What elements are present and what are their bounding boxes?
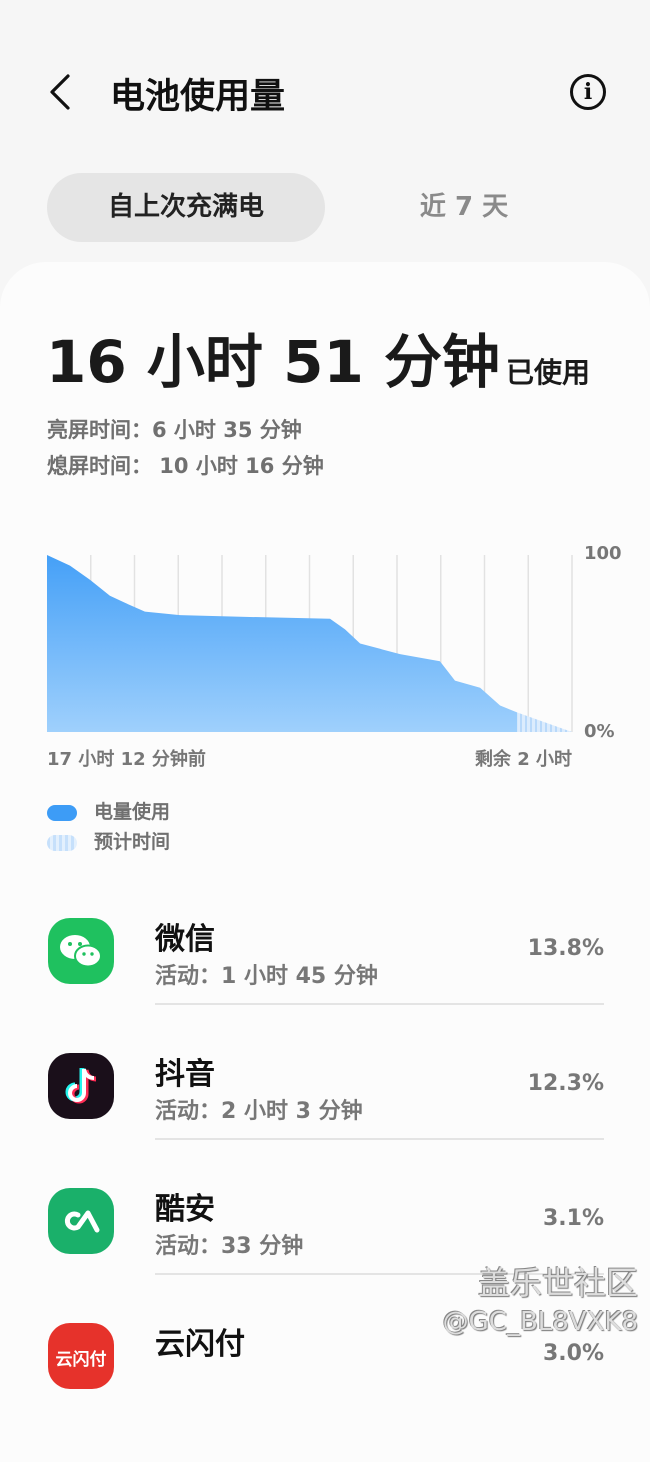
legend-label: 预计时间 [94, 831, 171, 853]
y-tick-100: 100 [584, 543, 622, 564]
app-activity: 活动：1 小时 45 分钟 [155, 964, 378, 989]
app-row[interactable]: 微信活动：1 小时 45 分钟 13.8% [0, 900, 650, 1035]
legend-usage: 电量使用 [47, 797, 170, 824]
legend-swatch-estimate [47, 834, 77, 851]
app-name: 云闪付 [155, 1327, 245, 1362]
unionpay-icon: 云闪付 [48, 1323, 114, 1389]
x-label-start: 17 小时 12 分钟前 [47, 749, 206, 770]
screen-on-time: 亮屏时间：6 小时 35 分钟 [47, 418, 302, 442]
coolapk-icon [48, 1188, 114, 1254]
app-percent: 13.8% [527, 936, 604, 961]
app-activity: 活动：2 小时 3 分钟 [155, 1099, 363, 1124]
app-name: 微信 [155, 922, 215, 957]
screen-off-time: 熄屏时间： 10 小时 16 分钟 [47, 454, 324, 478]
app-row[interactable]: 云闪付 云闪付 3.0% [0, 1305, 650, 1440]
estimate-area [517, 712, 572, 732]
watermark-id: @GC_BL8VXK8 [442, 1307, 638, 1337]
x-label-end: 剩余 2 小时 [474, 749, 572, 770]
app-row[interactable]: 酷安活动：33 分钟 3.1% [0, 1170, 650, 1305]
app-row[interactable]: 抖音活动：2 小时 3 分钟 12.3% [0, 1035, 650, 1170]
app-percent: 3.1% [542, 1206, 604, 1231]
usage-area [47, 555, 518, 732]
info-icon[interactable]: i [570, 74, 606, 110]
wechat-icon [48, 918, 114, 984]
tab-last-7-days[interactable]: 近 7 天 [419, 192, 509, 222]
divider [155, 1273, 604, 1275]
app-name: 抖音 [155, 1057, 215, 1092]
app-percent: 3.0% [542, 1341, 604, 1366]
total-usage-value: 16 小时 51 分钟 [46, 328, 501, 396]
battery-chart [47, 555, 573, 732]
tab-since-full-charge[interactable]: 自上次充满电 [47, 173, 325, 242]
usage-card [0, 262, 650, 1462]
total-usage-suffix: 已使用 [506, 356, 591, 389]
page-title: 电池使用量 [110, 77, 286, 117]
divider [155, 1003, 604, 1005]
back-button[interactable] [46, 72, 76, 112]
app-activity: 活动：33 分钟 [155, 1234, 304, 1259]
legend-label: 电量使用 [94, 801, 171, 823]
y-tick-0: 0% [584, 721, 615, 742]
divider [155, 1138, 604, 1140]
legend-estimate: 预计时间 [47, 827, 170, 854]
watermark: 盖乐世社区 [477, 1264, 638, 1302]
legend-swatch-usage [47, 804, 77, 821]
douyin-icon [48, 1053, 114, 1119]
total-usage: 16 小时 51 分钟 已使用 [46, 315, 590, 399]
app-percent: 12.3% [527, 1071, 604, 1096]
app-name: 酷安 [155, 1192, 215, 1227]
